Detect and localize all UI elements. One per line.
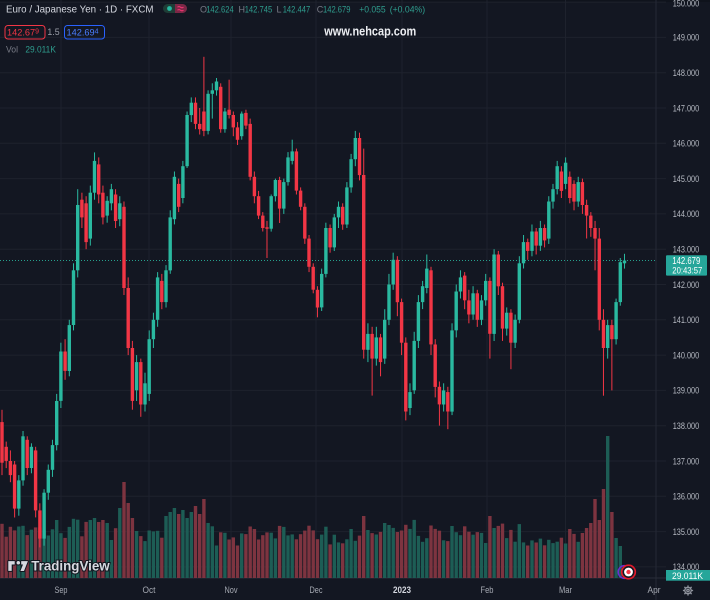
svg-text:Feb: Feb bbox=[481, 585, 494, 595]
svg-text:144.000: 144.000 bbox=[673, 209, 700, 219]
svg-text:C: C bbox=[317, 4, 324, 14]
svg-text:(+0.04%): (+0.04%) bbox=[390, 4, 426, 14]
svg-text:137.000: 137.000 bbox=[673, 456, 700, 466]
svg-text:142.624: 142.624 bbox=[206, 4, 234, 14]
svg-text:Mar: Mar bbox=[559, 585, 572, 595]
svg-text:+0.055: +0.055 bbox=[359, 4, 386, 14]
svg-text:143.000: 143.000 bbox=[673, 245, 700, 255]
svg-text:2023: 2023 bbox=[393, 585, 411, 595]
svg-text:149.000: 149.000 bbox=[673, 33, 700, 43]
svg-text:L: L bbox=[277, 4, 282, 14]
svg-text:146.000: 146.000 bbox=[673, 139, 700, 149]
svg-text:145.000: 145.000 bbox=[673, 174, 700, 184]
svg-text:Apr: Apr bbox=[648, 585, 661, 595]
svg-text:142.679: 142.679 bbox=[672, 256, 700, 267]
svg-text:29.011K: 29.011K bbox=[672, 571, 704, 581]
svg-text:142.679: 142.679 bbox=[323, 4, 351, 14]
svg-text:136.000: 136.000 bbox=[673, 492, 700, 502]
svg-text:141.000: 141.000 bbox=[673, 315, 700, 325]
svg-text:Dec: Dec bbox=[310, 585, 323, 595]
svg-text:Vol: Vol bbox=[6, 45, 18, 55]
svg-text:1.5: 1.5 bbox=[47, 27, 59, 37]
svg-text:140.000: 140.000 bbox=[673, 350, 700, 360]
svg-text:H: H bbox=[239, 4, 246, 14]
svg-text:Nov: Nov bbox=[225, 585, 238, 595]
svg-text:Euro / Japanese Yen · 1D · FXC: Euro / Japanese Yen · 1D · FXCM bbox=[6, 5, 154, 16]
svg-text:147.000: 147.000 bbox=[673, 103, 700, 113]
svg-text:O: O bbox=[200, 4, 207, 14]
svg-text:20:43:57: 20:43:57 bbox=[672, 265, 702, 275]
svg-text:Sep: Sep bbox=[55, 585, 68, 595]
svg-text:TradingView: TradingView bbox=[31, 559, 110, 574]
svg-text:142.000: 142.000 bbox=[673, 280, 700, 290]
svg-text:142.694: 142.694 bbox=[66, 27, 98, 37]
svg-text:142.447: 142.447 bbox=[283, 4, 311, 14]
svg-text:148.000: 148.000 bbox=[673, 68, 700, 78]
svg-text:Oct: Oct bbox=[143, 585, 156, 595]
svg-text:134.000: 134.000 bbox=[673, 562, 700, 572]
svg-text:www.nehcap.com: www.nehcap.com bbox=[323, 24, 416, 38]
svg-text:142.679: 142.679 bbox=[7, 27, 39, 37]
svg-text:29.011K: 29.011K bbox=[25, 45, 56, 55]
svg-text:138.000: 138.000 bbox=[673, 421, 700, 431]
svg-text:142.745: 142.745 bbox=[245, 4, 273, 14]
svg-text:139.000: 139.000 bbox=[673, 386, 700, 396]
svg-text:150.000: 150.000 bbox=[673, 0, 700, 8]
svg-text:135.000: 135.000 bbox=[673, 527, 700, 537]
